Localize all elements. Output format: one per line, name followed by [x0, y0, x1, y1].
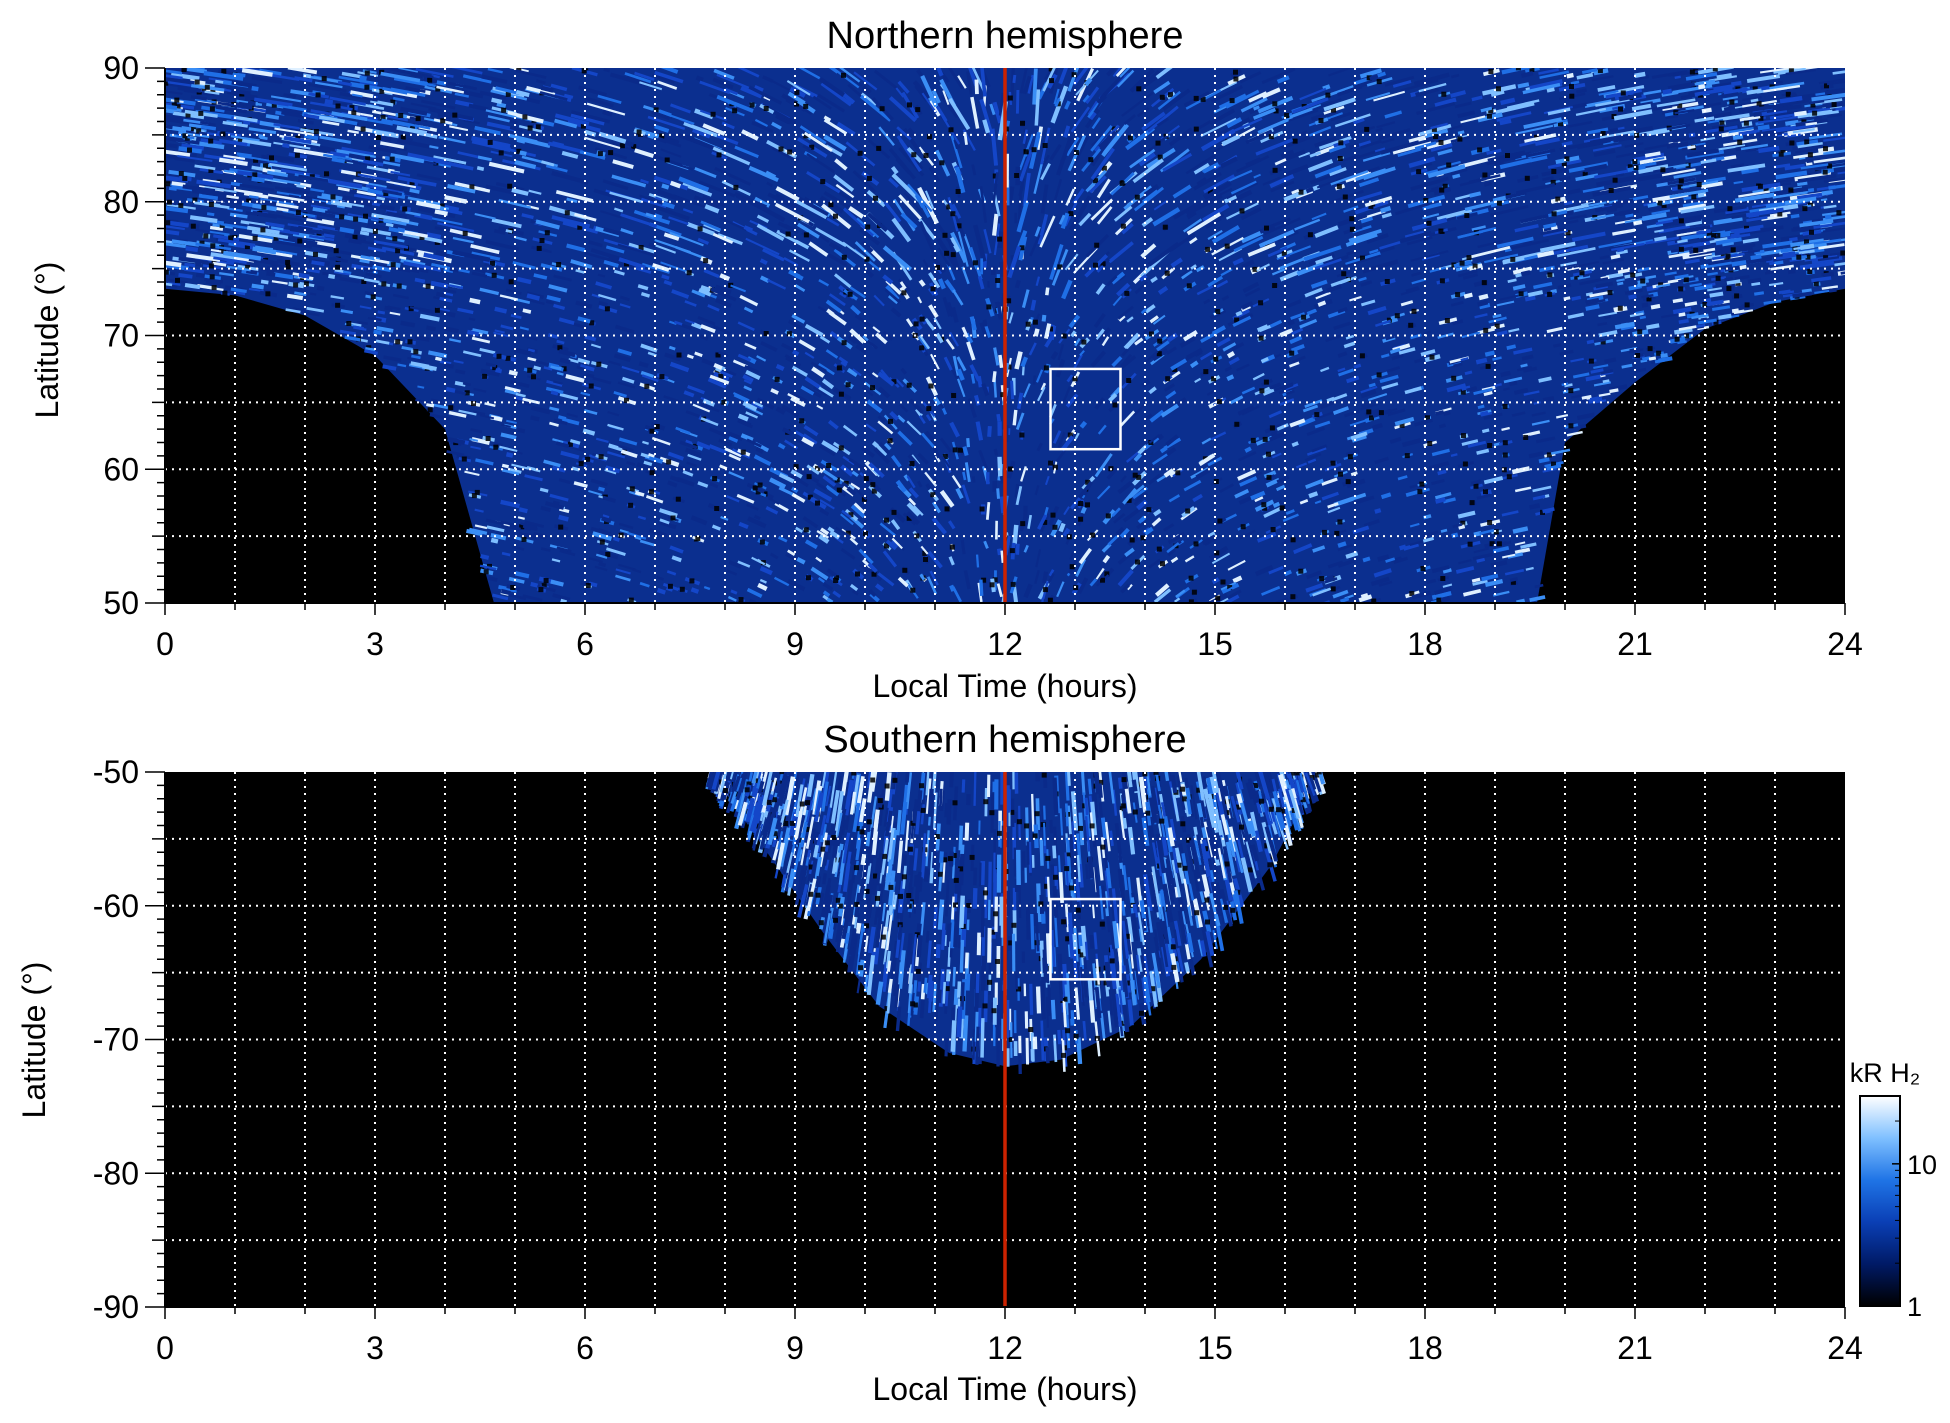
panel-northern: Northern hemisphere 50 60 70 80 90 0 3 6 9 12 15 1… — [29, 15, 1863, 704]
x-tick-label: 18 — [1407, 626, 1443, 662]
x-tick-label: 24 — [1827, 1330, 1863, 1366]
y-tick-label: -80 — [93, 1155, 139, 1191]
highlight-box-northern — [1049, 367, 1122, 451]
x-tick-label: 3 — [366, 626, 384, 662]
x-ticks-southern: 0 3 6 9 12 15 18 21 24 — [156, 1307, 1863, 1366]
x-tick-label: 0 — [156, 626, 174, 662]
panel-title-northern: Northern hemisphere — [827, 15, 1184, 57]
y-axis-label-southern: Latitude (°) — [16, 962, 52, 1119]
x-tick-label: 12 — [987, 1330, 1023, 1366]
panel-southern: Southern hemisphere -50 -60 -70 -80 -90 0 3 6 9… — [16, 719, 1863, 1407]
x-tick-label: 6 — [576, 1330, 594, 1366]
highlight-box-southern — [1049, 897, 1122, 981]
y-tick-label: 50 — [103, 585, 139, 621]
x-tick-label: 3 — [366, 1330, 384, 1366]
y-tick-label: -60 — [93, 888, 139, 924]
x-tick-label: 18 — [1407, 1330, 1443, 1366]
y-axis-label-northern: Latitude (°) — [29, 262, 65, 419]
x-tick-label: 0 — [156, 1330, 174, 1366]
x-tick-label: 9 — [786, 626, 804, 662]
highlight-box — [1049, 367, 1122, 451]
y-ticks-northern: 50 60 70 80 90 — [103, 50, 165, 621]
y-tick-label: 90 — [103, 50, 139, 86]
x-tick-label: 15 — [1197, 1330, 1233, 1366]
y-tick-label: -50 — [93, 754, 139, 790]
x-ticks-northern: 0 3 6 9 12 15 18 21 24 — [156, 603, 1863, 662]
x-tick-label: 6 — [576, 626, 594, 662]
highlight-box — [1049, 897, 1122, 981]
x-tick-label: 9 — [786, 1330, 804, 1366]
colorbar-gradient — [1859, 1095, 1901, 1307]
x-tick-label: 21 — [1617, 626, 1653, 662]
y-tick-label: -70 — [93, 1022, 139, 1058]
x-tick-label: 12 — [987, 626, 1023, 662]
x-tick-label: 15 — [1197, 626, 1233, 662]
y-tick-label: 60 — [103, 451, 139, 487]
y-tick-label: 70 — [103, 318, 139, 354]
x-axis-label-southern: Local Time (hours) — [873, 1371, 1138, 1407]
panel-title-southern: Southern hemisphere — [823, 719, 1186, 761]
y-tick-label: 80 — [103, 184, 139, 220]
y-ticks-southern: -50 -60 -70 -80 -90 — [93, 754, 165, 1325]
x-axis-label-northern: Local Time (hours) — [873, 668, 1138, 704]
colorbar-ticks: 1 10 — [1892, 1095, 1937, 1322]
colorbar-tick-label: 1 — [1907, 1292, 1922, 1322]
y-tick-label: -90 — [93, 1289, 139, 1325]
x-tick-label: 24 — [1827, 626, 1863, 662]
colorbar: kR H₂ 1 10 — [1850, 1058, 1937, 1322]
colorbar-tick-label: 10 — [1907, 1150, 1937, 1180]
colorbar-label: kR H₂ — [1850, 1058, 1920, 1088]
x-tick-label: 21 — [1617, 1330, 1653, 1366]
